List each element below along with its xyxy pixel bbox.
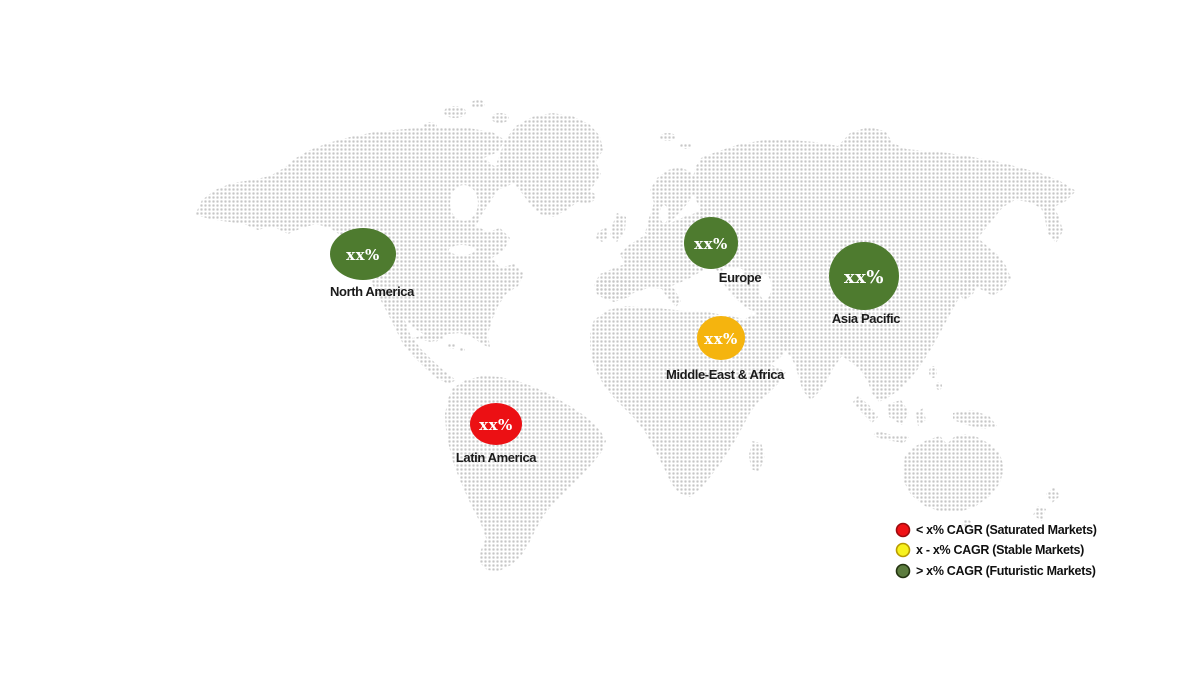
region-label-asia-pacific: Asia Pacific	[832, 311, 900, 326]
hudson-bay	[450, 185, 478, 221]
bubble-value-asia-pacific: xx%	[844, 267, 884, 288]
water-cutouts	[449, 185, 771, 300]
bubble-europe	[684, 217, 738, 269]
bubble-value-middle-east-africa: xx%	[704, 330, 738, 348]
island-greenland	[497, 113, 603, 217]
island-svalbard	[680, 143, 692, 149]
region-label-north-america: North America	[330, 284, 415, 299]
bubble-asia-pacific	[829, 242, 899, 310]
region-latin-america: xx% Latin America	[456, 403, 538, 465]
bubble-latin-america	[470, 403, 522, 445]
bubble-value-latin-america: xx%	[479, 416, 513, 434]
islands-philippines	[936, 382, 942, 390]
peninsula-iberia	[595, 276, 637, 302]
island-iceland	[574, 191, 596, 203]
island-cuba	[413, 334, 444, 342]
legend-item-futuristic: > x% CAGR (Futuristic Markets)	[895, 563, 1096, 579]
baltic-sea	[660, 205, 668, 223]
bubble-value-north-america: xx%	[346, 246, 380, 264]
island-japan-south	[947, 302, 955, 308]
island-sulawesi	[916, 408, 926, 426]
island-madagascar	[749, 441, 765, 472]
island-tasmania	[962, 520, 972, 528]
arctic-island	[491, 113, 509, 123]
scandinavia	[645, 167, 697, 237]
island-borneo	[888, 400, 909, 425]
legend-label-futuristic: > x% CAGR (Futuristic Markets)	[916, 564, 1096, 578]
legend-marker-futuristic	[895, 563, 911, 579]
island-caribbean	[459, 348, 465, 352]
islands-philippines	[929, 366, 937, 378]
region-middle-east-africa: xx% Middle-East & Africa	[666, 316, 786, 382]
island-new-guinea	[953, 410, 997, 429]
continent-australia	[903, 434, 1004, 512]
region-north-america: xx% North America	[330, 228, 416, 299]
region-label-latin-america: Latin America	[456, 450, 537, 465]
legend-marker-saturated	[895, 522, 911, 538]
region-europe: xx% Europe	[684, 217, 762, 285]
black-sea	[722, 267, 744, 277]
arctic-island	[423, 122, 437, 130]
bubble-north-america	[330, 228, 396, 280]
bubble-value-europe: xx%	[694, 235, 728, 253]
world-map	[195, 100, 1076, 571]
region-asia-pacific: xx% Asia Pacific	[829, 242, 901, 326]
cagr-legend: < x% CAGR (Saturated Markets) x - x% CAG…	[895, 522, 1097, 579]
island-japan	[959, 263, 979, 301]
island-new-zealand-south	[1033, 506, 1046, 521]
continent-south-america	[445, 376, 606, 571]
caspian-sea	[759, 274, 771, 300]
legend-label-saturated: < x% CAGR (Saturated Markets)	[916, 523, 1097, 537]
island-great-britain	[610, 213, 626, 242]
arctic-island	[471, 100, 485, 108]
peninsula-italy	[661, 283, 681, 307]
bubble-middle-east-africa	[697, 316, 745, 360]
great-lakes	[449, 245, 475, 255]
arctic-island	[444, 106, 466, 118]
region-bubbles: xx% North America xx% Europe xx% Asia Pa…	[330, 217, 901, 465]
legend-item-stable: x - x% CAGR (Stable Markets)	[895, 542, 1084, 558]
island-sumatra	[853, 396, 878, 423]
island-svalbard	[660, 133, 676, 141]
legend-label-stable: x - x% CAGR (Stable Markets)	[916, 543, 1084, 557]
legend-marker-stable	[895, 542, 911, 558]
region-label-middle-east-africa: Middle-East & Africa	[666, 367, 785, 382]
legend-item-saturated: < x% CAGR (Saturated Markets)	[895, 522, 1097, 538]
region-label-europe: Europe	[719, 270, 762, 285]
island-java	[873, 431, 909, 443]
island-hispaniola	[448, 343, 456, 349]
island-new-zealand-north	[1046, 487, 1060, 503]
island-ireland	[596, 227, 609, 242]
